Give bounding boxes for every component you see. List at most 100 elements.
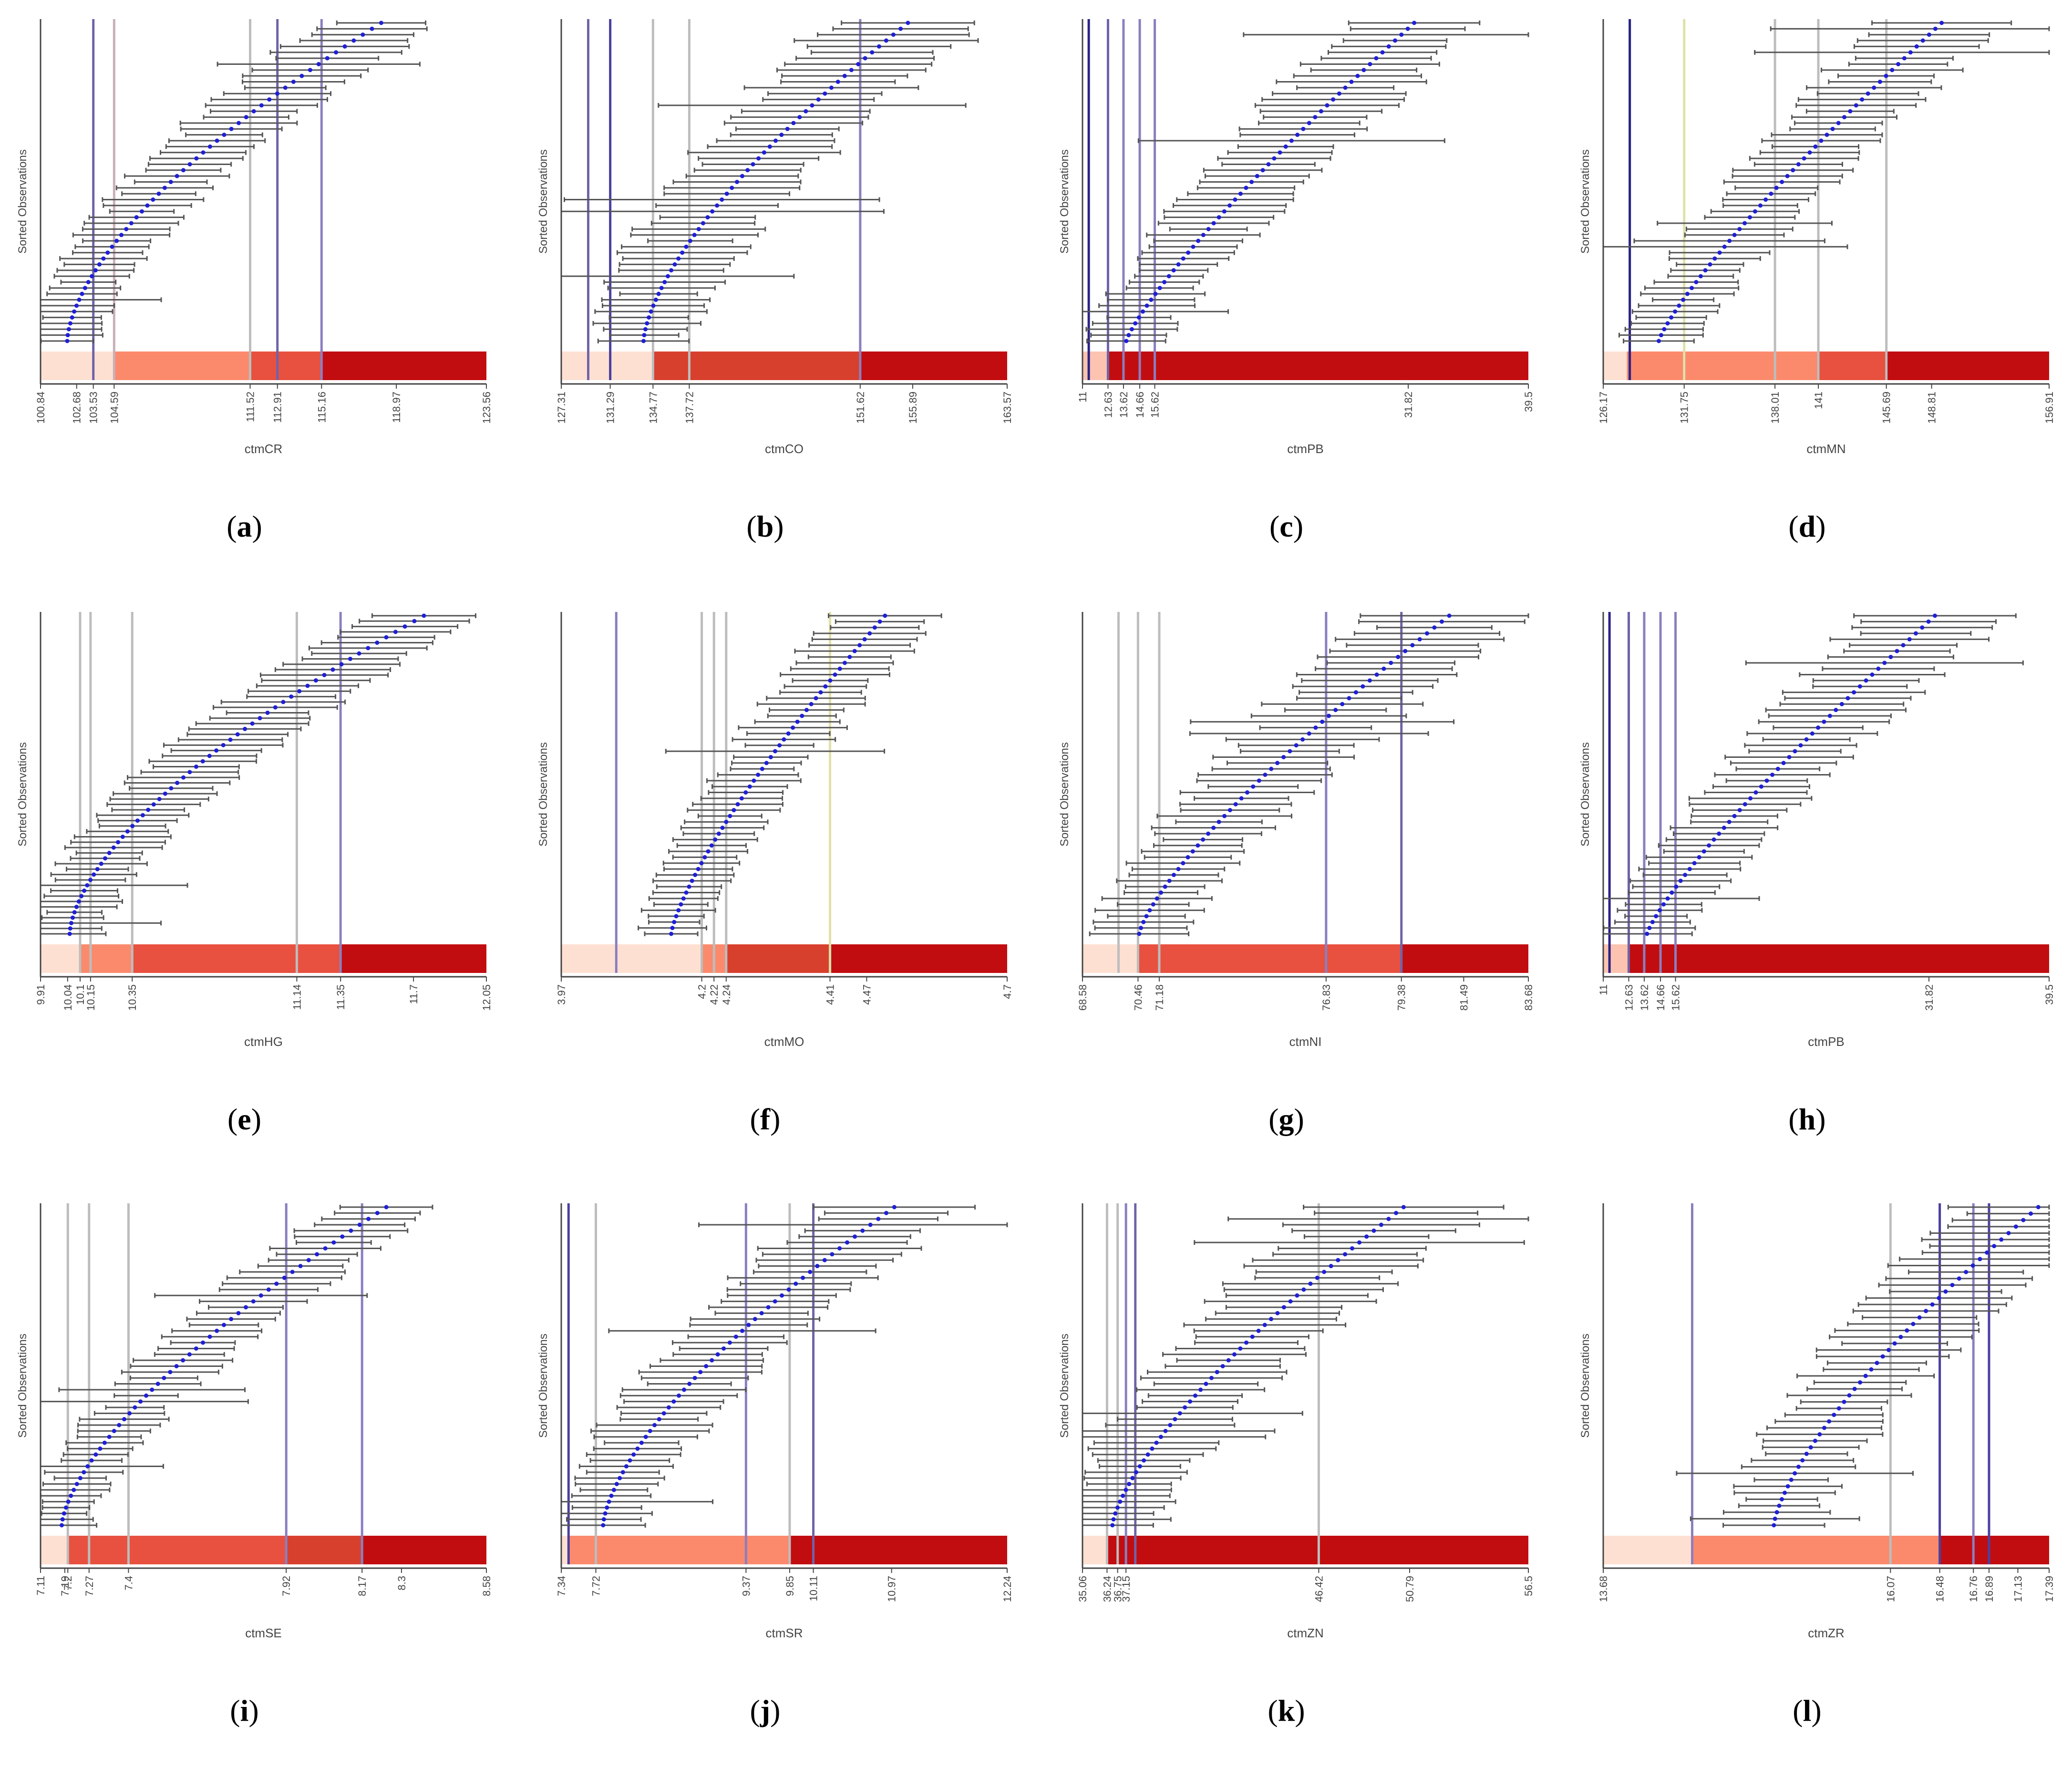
data-point xyxy=(175,174,179,178)
observation xyxy=(1243,1263,1419,1269)
observation xyxy=(40,339,94,343)
data-point xyxy=(657,1417,661,1422)
observation xyxy=(732,737,836,742)
observation xyxy=(79,1416,170,1422)
data-point xyxy=(1825,133,1829,137)
observation xyxy=(1128,872,1219,878)
data-point xyxy=(1227,203,1232,208)
data-point xyxy=(643,1435,648,1439)
x-tick-label: 145.69 xyxy=(1881,392,1893,424)
color-band-1 xyxy=(1692,1536,1940,1564)
observation xyxy=(72,232,171,238)
x-tick-label: 8.17 xyxy=(356,1576,368,1596)
observation xyxy=(1139,262,1218,267)
observation xyxy=(220,699,346,704)
observation xyxy=(1124,884,1206,889)
observation xyxy=(1726,191,1816,196)
observation xyxy=(766,695,866,701)
data-point xyxy=(800,713,804,718)
observation xyxy=(730,114,869,120)
data-point xyxy=(647,315,651,320)
observation xyxy=(1327,50,1438,55)
data-point xyxy=(1272,156,1277,161)
observation xyxy=(1670,825,1779,830)
data-point xyxy=(872,625,877,630)
data-point xyxy=(1901,643,1906,648)
observation xyxy=(186,1316,276,1322)
observation xyxy=(74,244,150,249)
data-point xyxy=(1687,867,1692,871)
x-axis-title: ctmSR xyxy=(766,1626,803,1640)
observation xyxy=(1156,813,1292,818)
observation xyxy=(109,209,175,214)
observation xyxy=(1690,819,1769,825)
observation xyxy=(1602,896,1760,901)
data-point xyxy=(1389,661,1393,665)
observation xyxy=(1227,1216,1529,1221)
data-point xyxy=(845,1240,850,1245)
data-point xyxy=(1357,1240,1362,1245)
observation xyxy=(1871,21,2012,25)
data-point xyxy=(777,743,782,748)
data-point xyxy=(674,914,679,919)
data-point xyxy=(739,796,744,801)
observation xyxy=(1885,1276,2033,1281)
data-point xyxy=(847,654,852,659)
x-tick-label: 115.16 xyxy=(316,392,328,423)
data-point xyxy=(105,250,110,255)
observation xyxy=(301,656,399,662)
observation xyxy=(203,114,289,120)
observation xyxy=(762,1251,902,1257)
data-point xyxy=(215,138,219,143)
data-point xyxy=(669,268,674,273)
data-point xyxy=(603,1511,608,1516)
data-point xyxy=(1206,831,1211,836)
x-axis-title: ctmPB xyxy=(1287,442,1324,456)
data-point xyxy=(1775,766,1780,771)
observation xyxy=(308,645,428,651)
observation xyxy=(1153,238,1244,244)
data-point xyxy=(1251,784,1256,789)
data-point xyxy=(1307,121,1311,125)
data-point xyxy=(1888,654,1893,659)
observation xyxy=(601,303,705,308)
x-tick-label: 11.7 xyxy=(408,984,420,1004)
data-point xyxy=(857,643,862,648)
data-point xyxy=(1361,68,1366,72)
data-point xyxy=(1245,790,1249,795)
data-point xyxy=(1884,73,1888,78)
y-axis-title: Sorted Observations xyxy=(537,149,550,254)
data-point xyxy=(1813,1438,1817,1443)
observation xyxy=(115,185,214,190)
observation xyxy=(1640,291,1735,297)
data-point xyxy=(747,784,752,789)
data-point xyxy=(1333,708,1338,713)
observation xyxy=(608,1328,876,1334)
observation xyxy=(275,56,380,61)
x-tick-label: 7.34 xyxy=(556,1576,567,1596)
x-axis-title: ctmSE xyxy=(245,1626,282,1640)
observation xyxy=(1276,79,1427,84)
observation xyxy=(1733,1484,1843,1489)
observation xyxy=(644,931,699,936)
observation xyxy=(62,1452,129,1457)
data-point xyxy=(1158,1435,1163,1439)
data-point xyxy=(1796,1464,1801,1469)
observation xyxy=(1722,1510,1831,1515)
observation xyxy=(170,1340,236,1345)
observation xyxy=(130,1364,223,1369)
data-point xyxy=(1804,737,1809,742)
data-point xyxy=(1785,174,1790,178)
observation xyxy=(711,784,788,789)
observation xyxy=(1806,85,1942,90)
data-point xyxy=(605,1505,609,1510)
observation xyxy=(40,1464,165,1469)
data-point xyxy=(86,279,91,284)
observation xyxy=(1258,120,1361,125)
observation xyxy=(727,1275,879,1281)
color-band-3 xyxy=(830,944,1007,973)
data-point xyxy=(229,126,234,131)
observation xyxy=(1887,1263,2050,1268)
data-point xyxy=(1147,908,1152,913)
data-point xyxy=(743,790,748,795)
